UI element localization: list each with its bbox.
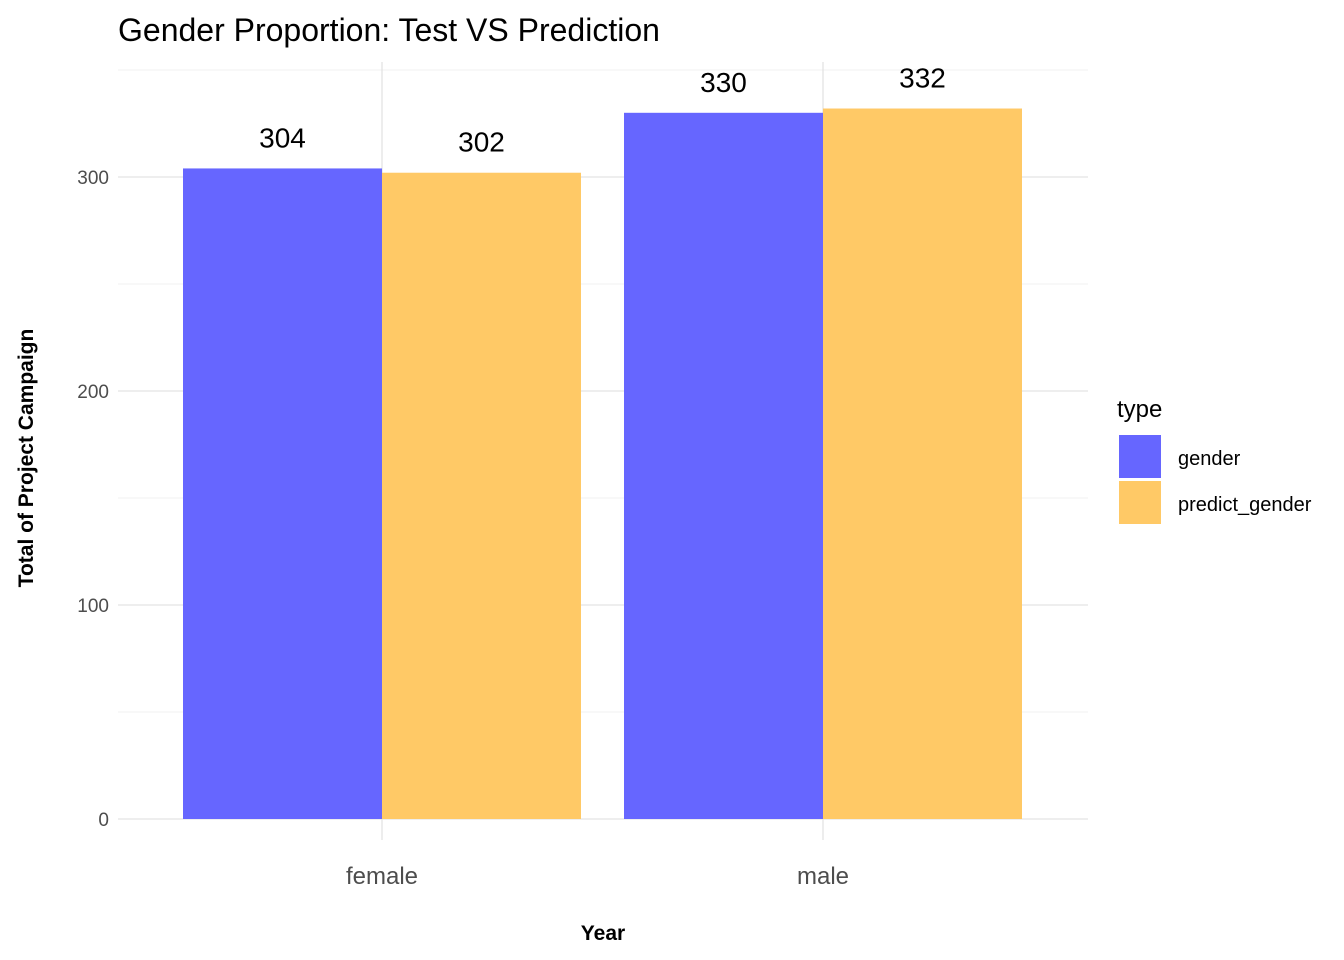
data-label: 332 bbox=[899, 63, 946, 94]
bar bbox=[624, 112, 823, 820]
legend-swatch bbox=[1119, 435, 1161, 478]
bars bbox=[183, 108, 1022, 820]
y-tick-label: 300 bbox=[77, 168, 109, 189]
chart-title: Gender Proportion: Test VS Prediction bbox=[118, 12, 660, 48]
data-label: 330 bbox=[700, 67, 747, 98]
y-tick-label: 200 bbox=[77, 382, 109, 403]
bar bbox=[183, 168, 382, 819]
data-label: 304 bbox=[259, 122, 306, 153]
data-labels: 304 302 330 332 bbox=[259, 63, 946, 158]
x-tick-label: female bbox=[346, 863, 418, 890]
legend-swatch bbox=[1119, 481, 1161, 524]
legend-label: predict_gender bbox=[1178, 494, 1312, 516]
x-axis-title: Year bbox=[581, 922, 625, 945]
y-tick-label: 100 bbox=[77, 596, 109, 617]
legend: type gender predict_gender bbox=[1117, 396, 1312, 524]
y-tick-label: 0 bbox=[98, 810, 109, 831]
x-axis-ticks: female male bbox=[346, 863, 849, 890]
legend-title: type bbox=[1117, 396, 1162, 423]
y-axis-title: Total of Project Campaign bbox=[15, 329, 38, 588]
bar bbox=[823, 108, 1022, 819]
legend-label: gender bbox=[1178, 448, 1241, 470]
x-tick-label: male bbox=[797, 863, 849, 890]
bar bbox=[382, 172, 581, 820]
y-axis-ticks: 0 100 200 300 bbox=[77, 168, 109, 831]
legend-items: gender predict_gender bbox=[1119, 435, 1312, 524]
data-label: 302 bbox=[458, 127, 505, 158]
